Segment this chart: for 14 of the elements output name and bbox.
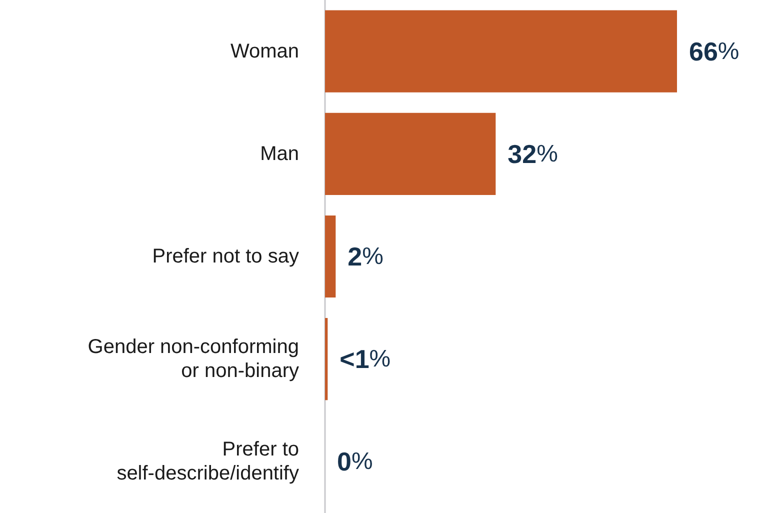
bar [325, 318, 328, 400]
bar [325, 112, 496, 195]
bar [325, 215, 336, 298]
bar [325, 10, 677, 92]
y-tick-label: Prefer to self-describe/identify [116, 438, 299, 485]
y-tick-label: Woman [230, 40, 299, 62]
data-label: 32% [508, 138, 558, 169]
y-tick-label: Gender non-conforming or non-binary [88, 336, 299, 382]
data-label: <1% [340, 344, 391, 374]
data-label: 66% [689, 36, 740, 66]
y-tick-label: Man [260, 142, 299, 165]
data-label: 2% [348, 242, 384, 272]
y-tick-label: Prefer not to say [152, 246, 299, 268]
data-label: 0% [337, 446, 373, 477]
